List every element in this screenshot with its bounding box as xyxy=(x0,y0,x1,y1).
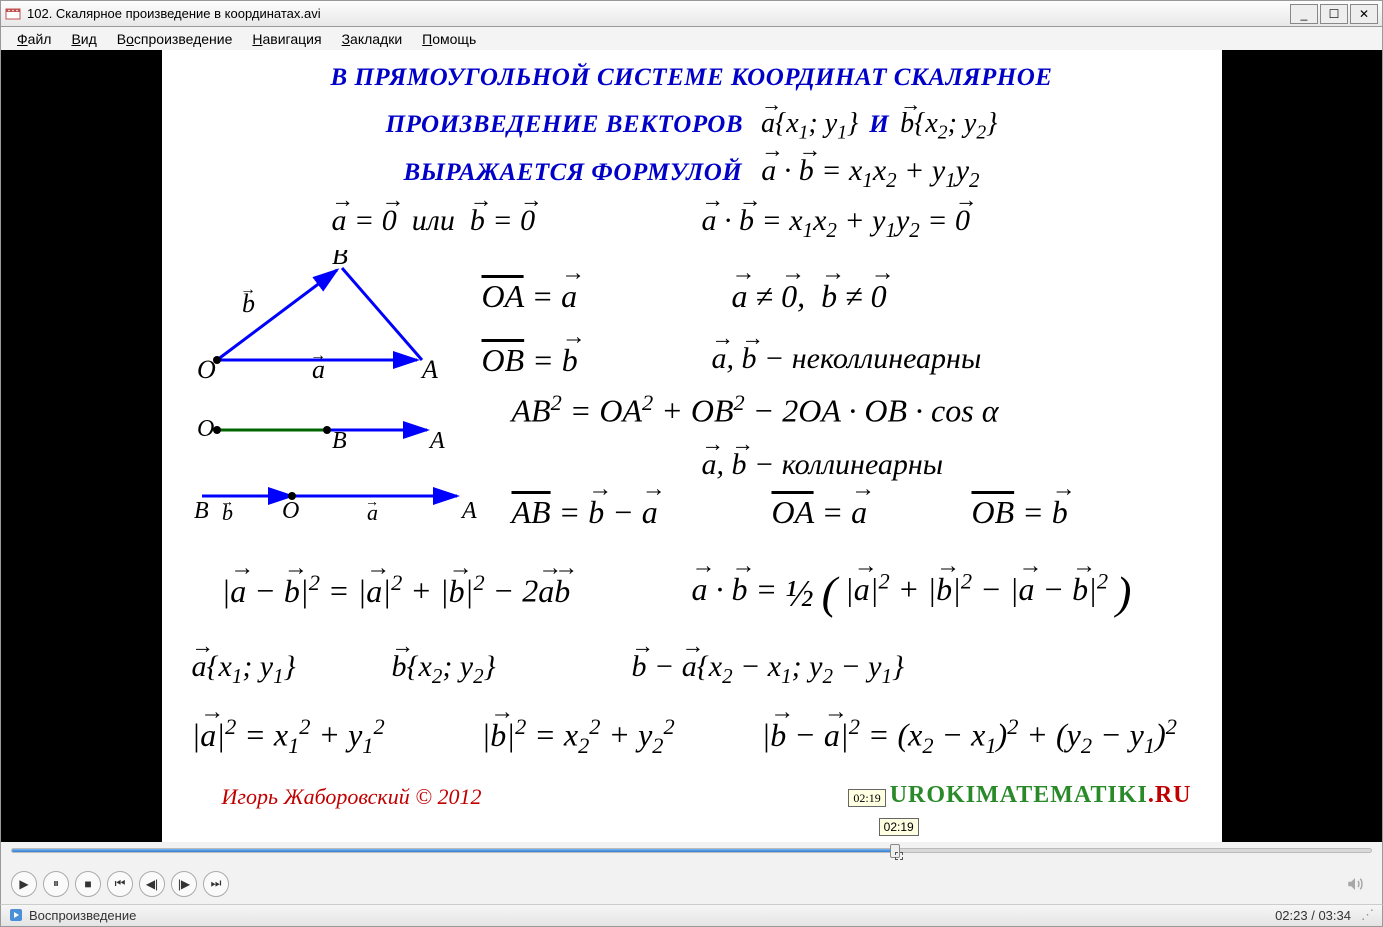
pause-button[interactable]: ⏸ xyxy=(43,871,69,897)
collinear-diagram-1: O B A xyxy=(182,410,452,450)
formula-zero-result: a · b = x1x2 + y1y2 = 0 xyxy=(702,204,971,243)
formula-ba-coords: b − a{x2 − x1; y2 − y1} xyxy=(632,650,905,689)
triangle-diagram: O A B a → b → xyxy=(182,250,452,390)
svg-text:→: → xyxy=(310,347,326,364)
app-icon xyxy=(5,6,21,22)
formula-noncollinear: a, b − неколлинеарны xyxy=(712,342,982,376)
formula-ob: OB = b xyxy=(482,342,578,379)
url-watermark: 02:19 UROKIMATEMATIKI.RU xyxy=(848,782,1191,809)
heading-line-2: ПРОИЗВЕДЕНИЕ ВЕКТОРОВ a{x1; y1} И b{x2; … xyxy=(162,108,1222,145)
status-icon xyxy=(9,908,23,922)
formula-nonzero: a ≠ 0, b ≠ 0 xyxy=(732,278,887,315)
maximize-button[interactable]: ☐ xyxy=(1320,4,1348,24)
formula-cosine-law: AB2 = OA2 + OB2 − 2OA · OB · cos α xyxy=(512,390,999,430)
resize-grip[interactable]: ⋰ xyxy=(1361,907,1374,923)
formula-b-sq: |b|2 = x22 + y22 xyxy=(482,714,675,759)
prev-button[interactable]: ⏮ xyxy=(107,871,133,897)
minimize-button[interactable]: _ xyxy=(1290,4,1318,24)
menu-bookmarks[interactable]: Закладки xyxy=(332,29,413,49)
window-title: 102. Скалярное произведение в координата… xyxy=(27,6,1290,21)
menubar: Файл Вид Воспроизведение Навигация Закла… xyxy=(0,27,1383,50)
next-button[interactable]: ⏭ xyxy=(203,871,229,897)
formula-sq-diff: |a − b|2 = |a|2 + |b|2 − 2ab xyxy=(222,570,571,610)
svg-text:A: A xyxy=(420,355,438,384)
seek-tooltip-overlay: 02:19 xyxy=(848,789,885,807)
play-button[interactable]: ▶ xyxy=(11,871,37,897)
stop-button[interactable]: ■ xyxy=(75,871,101,897)
slide-content: В ПРЯМОУГОЛЬНОЙ СИСТЕМЕ КООРДИНАТ СКАЛЯР… xyxy=(162,50,1222,842)
svg-text:B: B xyxy=(332,428,347,450)
svg-text:O: O xyxy=(282,498,299,524)
svg-text:O: O xyxy=(197,355,216,384)
seek-tooltip: 02:19 xyxy=(879,818,919,836)
formula-ab: AB = b − a xyxy=(512,494,658,531)
formula-ob2: OB = b xyxy=(972,494,1068,531)
formula-zero-case: a = 0 или b = 0 xyxy=(332,204,536,238)
formula-oa2: OA = a xyxy=(772,494,868,531)
menu-help[interactable]: Помощь xyxy=(412,29,486,49)
collinear-diagram-2: B b → O a → A xyxy=(182,478,482,528)
volume-icon[interactable] xyxy=(1346,875,1364,893)
video-area[interactable]: В ПРЯМОУГОЛЬНОЙ СИСТЕМЕ КООРДИНАТ СКАЛЯР… xyxy=(0,50,1383,842)
menu-navigation[interactable]: Навигация xyxy=(242,29,331,49)
statusbar: Воспроизведение 02:23 / 03:34 ⋰ xyxy=(0,904,1383,927)
svg-text:B: B xyxy=(194,498,209,524)
svg-text:→: → xyxy=(220,495,234,510)
svg-text:A: A xyxy=(460,498,477,524)
seekbar[interactable]: 02:19 xyxy=(0,842,1383,864)
step-back-button[interactable]: ◀| xyxy=(139,871,165,897)
formula-b-coords: b{x2; y2} xyxy=(392,650,496,689)
svg-text:→: → xyxy=(240,281,256,298)
heading-line-3: ВЫРАЖАЕТСЯ ФОРМУЛОЙ a · b = x1x2 + y1y2 xyxy=(162,154,1222,193)
formula-oa: OA = a xyxy=(482,278,578,315)
svg-text:B: B xyxy=(332,250,348,270)
titlebar: 102. Скалярное произведение в координата… xyxy=(0,0,1383,27)
formula-a-coords: a{x1; y1} xyxy=(192,650,296,689)
status-label: Воспроизведение xyxy=(29,908,136,923)
svg-text:A: A xyxy=(428,428,445,450)
seek-fill xyxy=(12,849,895,852)
step-fwd-button[interactable]: |▶ xyxy=(171,871,197,897)
menu-view[interactable]: Вид xyxy=(61,29,106,49)
formula-dot-half: a · b = ½ ( |a|2 + |b|2 − |a − b|2 ) xyxy=(692,566,1132,619)
close-button[interactable]: ✕ xyxy=(1350,4,1378,24)
seek-marker xyxy=(895,852,903,860)
formula-collinear: a, b − коллинеарны xyxy=(702,448,944,482)
window-controls: _ ☐ ✕ xyxy=(1290,4,1378,24)
menu-file[interactable]: Файл xyxy=(7,29,61,49)
controls: ▶ ⏸ ■ ⏮ ◀| |▶ ⏭ xyxy=(0,864,1383,903)
menu-playback[interactable]: Воспроизведение xyxy=(107,29,243,49)
heading-line-1: В ПРЯМОУГОЛЬНОЙ СИСТЕМЕ КООРДИНАТ СКАЛЯР… xyxy=(162,64,1222,92)
author-credit: Игорь Жаборовский © 2012 xyxy=(222,784,482,810)
formula-a-sq: |a|2 = x12 + y12 xyxy=(192,714,385,759)
svg-text:→: → xyxy=(365,495,379,510)
formula-ba-sq: |b − a|2 = (x2 − x1)2 + (y2 − y1)2 xyxy=(762,714,1177,759)
time-display: 02:23 / 03:34 xyxy=(1275,908,1351,923)
seek-track[interactable] xyxy=(11,848,1372,853)
svg-text:O: O xyxy=(197,416,214,442)
